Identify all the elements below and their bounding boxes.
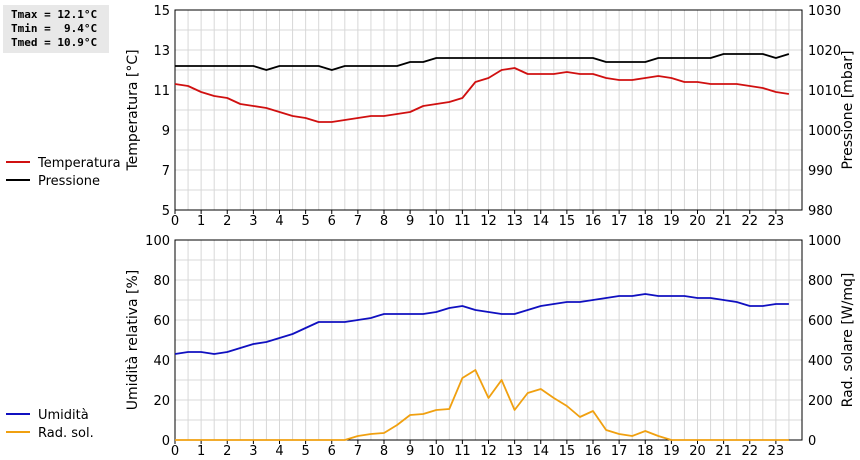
y2-tick-label: 200 — [808, 394, 833, 409]
x-tick-label: 23 — [768, 214, 785, 229]
x-tick-label: 9 — [406, 444, 414, 459]
x-tick-label: 17 — [611, 214, 628, 229]
stats-box: Tmax = 12.1°C Tmin = 9.4°C Tmed = 10.9°C — [3, 5, 109, 53]
y-tick-label: 40 — [153, 354, 170, 369]
x-tick-label: 13 — [506, 214, 523, 229]
y-tick-label: 15 — [153, 4, 170, 19]
x-tick-label: 9 — [406, 214, 414, 229]
x-tick-label: 20 — [689, 214, 706, 229]
y-tick-label: 9 — [162, 124, 170, 139]
x-tick-label: 16 — [585, 214, 602, 229]
x-tick-label: 23 — [768, 444, 785, 459]
y2-tick-label: 400 — [808, 354, 833, 369]
y2-tick-label: 0 — [808, 434, 816, 449]
series-line-rad-sol- — [175, 369, 789, 441]
series-line-pressione — [175, 53, 790, 71]
legend-label: Temperatura — [37, 156, 121, 171]
series-line-umidit- — [174, 293, 789, 355]
y2-tick-label: 980 — [808, 204, 833, 219]
x-tick-label: 11 — [454, 214, 471, 229]
x-tick-label: 13 — [506, 444, 523, 459]
x-tick-label: 0 — [171, 444, 179, 459]
x-tick-label: 8 — [380, 444, 388, 459]
x-tick-label: 3 — [249, 214, 257, 229]
y-tick-label: 80 — [153, 274, 170, 289]
x-tick-label: 20 — [689, 444, 706, 459]
y2-axis-label: Pressione [mbar] — [840, 50, 856, 169]
x-tick-label: 5 — [301, 214, 309, 229]
x-tick-label: 4 — [275, 444, 283, 459]
y-tick-label: 7 — [162, 164, 170, 179]
x-tick-label: 2 — [223, 444, 231, 459]
y2-tick-label: 800 — [808, 274, 833, 289]
x-tick-label: 10 — [428, 444, 445, 459]
x-tick-label: 14 — [532, 444, 549, 459]
y-tick-label: 5 — [162, 204, 170, 219]
x-tick-label: 5 — [301, 444, 309, 459]
x-tick-label: 15 — [559, 444, 576, 459]
chart-temperature-pressure: 0 1 2 3 4 5 6 7 8 9 10 11 12 13 14 15 16 17 18 19 20 21 22 2357… — [6, 4, 856, 229]
x-tick-label: 18 — [637, 444, 654, 459]
x-tick-label: 12 — [480, 214, 497, 229]
x-tick-label: 19 — [663, 444, 680, 459]
x-tick-label: 4 — [275, 214, 283, 229]
x-tick-label: 7 — [354, 214, 362, 229]
x-tick-label: 2 — [223, 214, 231, 229]
y2-tick-label: 1020 — [808, 44, 841, 59]
y2-tick-label: 1000 — [808, 234, 841, 249]
x-tick-label: 1 — [197, 444, 205, 459]
tmax-text: Tmax = 12.1°C — [11, 8, 98, 21]
y-tick-label: 13 — [153, 44, 170, 59]
x-tick-label: 17 — [611, 444, 628, 459]
x-tick-label: 14 — [532, 214, 549, 229]
x-tick-label: 21 — [715, 214, 732, 229]
x-tick-label: 21 — [715, 444, 732, 459]
x-tick-label: 15 — [559, 214, 576, 229]
x-tick-label: 11 — [454, 444, 471, 459]
legend-label: Pressione — [38, 174, 100, 189]
legend-label: Umidità — [38, 408, 89, 423]
y2-tick-label: 600 — [808, 314, 833, 329]
legend-label: Rad. sol. — [38, 426, 94, 441]
x-tick-label: 22 — [741, 444, 758, 459]
y-tick-label: 20 — [153, 394, 170, 409]
x-tick-label: 0 — [171, 214, 179, 229]
y2-axis-label: Rad. solare [W/mq] — [840, 273, 856, 408]
x-tick-label: 18 — [637, 214, 654, 229]
x-tick-label: 22 — [741, 214, 758, 229]
series-line-temperatura — [174, 67, 790, 123]
x-tick-label: 12 — [480, 444, 497, 459]
y-tick-label: 0 — [162, 434, 170, 449]
y2-tick-label: 990 — [808, 164, 833, 179]
y2-tick-label: 1030 — [808, 4, 841, 19]
x-tick-label: 7 — [354, 444, 362, 459]
x-tick-label: 6 — [328, 444, 336, 459]
tmed-text: Tmed = 10.9°C — [11, 36, 98, 49]
x-tick-label: 10 — [428, 214, 445, 229]
x-tick-label: 19 — [663, 214, 680, 229]
x-tick-label: 6 — [328, 214, 336, 229]
x-tick-label: 3 — [249, 444, 257, 459]
y-axis-label: Umidità relativa [%] — [125, 270, 141, 411]
x-tick-label: 8 — [380, 214, 388, 229]
y2-tick-label: 1010 — [808, 84, 841, 99]
y-tick-label: 100 — [145, 234, 170, 249]
x-tick-label: 16 — [585, 444, 602, 459]
y-tick-label: 11 — [153, 84, 170, 99]
tmin-text: Tmin = 9.4°C — [11, 22, 98, 35]
y2-tick-label: 1000 — [808, 124, 841, 139]
y-tick-label: 60 — [153, 314, 170, 329]
chart-humidity-radiation: 0 1 2 3 4 5 6 7 8 9 10 11 12 13 14 15 16 17 18 19 20 21 22 2302… — [6, 234, 856, 459]
x-tick-label: 1 — [197, 214, 205, 229]
y-axis-label: Temperatura [°C] — [125, 49, 141, 171]
